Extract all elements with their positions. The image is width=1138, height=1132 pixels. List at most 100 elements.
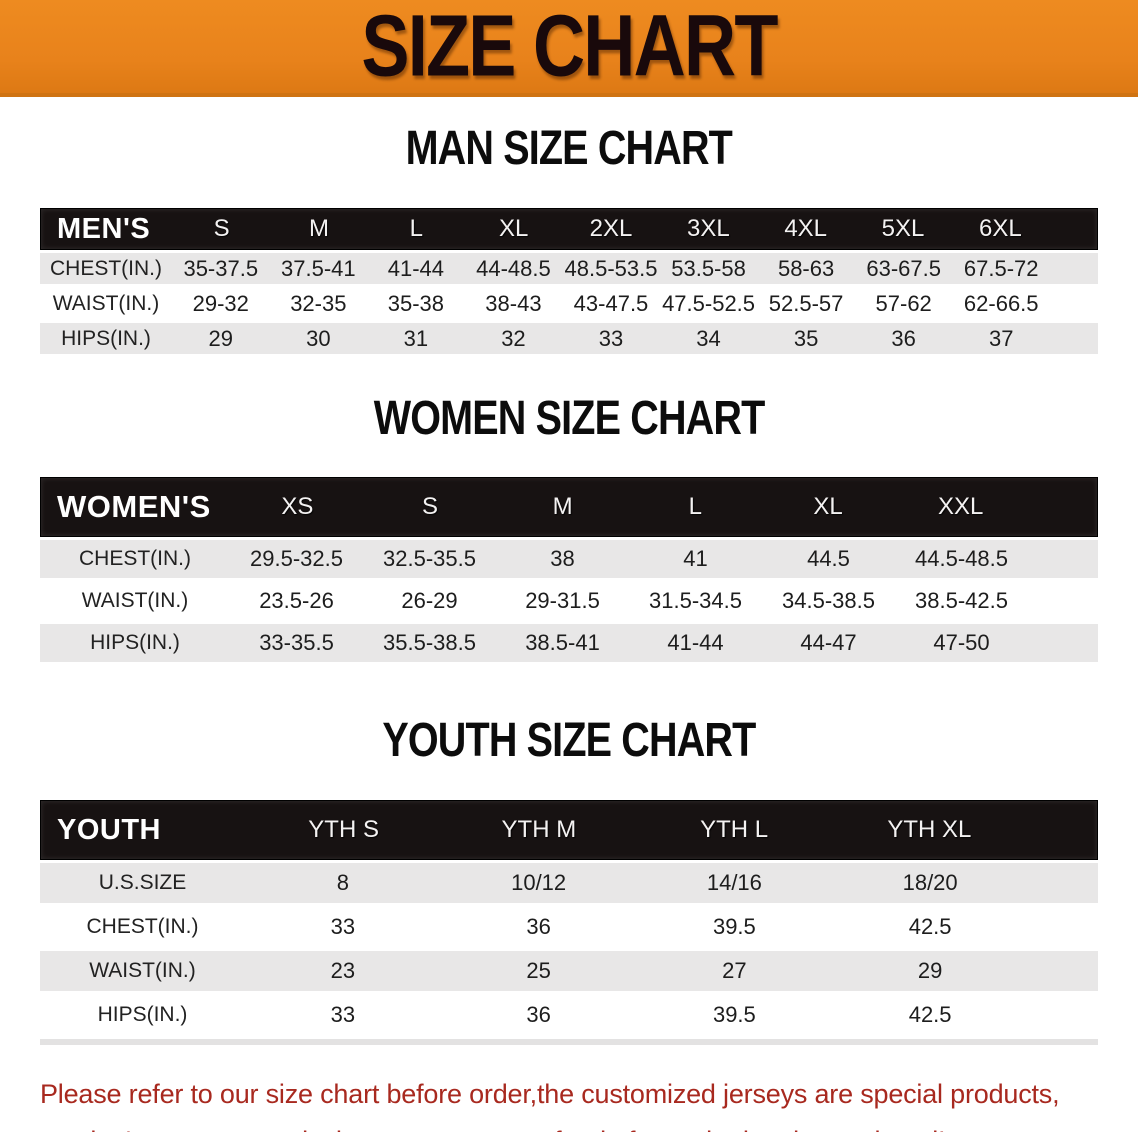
youth-table-body: U.S.SIZE 8 10/12 14/16 18/20 CHEST(IN.) 33 36 39… <box>40 863 1098 1045</box>
size-value-cell: 33-35.5 <box>259 630 334 655</box>
size-value-cell: 44-48.5 <box>476 255 551 281</box>
men-size-section: MAN SIZE CHART MEN'S S M L XL 2XL 3XL 4XL 5XL 6X… <box>0 123 1138 354</box>
size-value-cell: 36 <box>526 914 551 939</box>
size-column-header: 4XL <box>784 215 828 242</box>
size-value-cell: 29 <box>917 958 943 983</box>
row-label: HIPS(IN.) <box>97 1003 188 1026</box>
size-value-cell: 8 <box>336 870 349 895</box>
size-value-cell: 38 <box>550 546 575 571</box>
size-value-cell: 38.5-42.5 <box>915 588 1008 613</box>
women-size-section: WOMEN SIZE CHART WOMEN'S XS S M L XL XXL CHES… <box>0 393 1138 662</box>
size-value-cell: 26-29 <box>401 588 458 613</box>
size-value-cell: 35.5-38.5 <box>383 630 476 655</box>
row-label: U.S.SIZE <box>98 871 187 894</box>
size-column-header: 3XL <box>686 215 730 242</box>
size-value-cell: 67.5-72 <box>963 255 1039 281</box>
size-column-header: XL <box>813 493 843 520</box>
size-value-cell: 62-66.5 <box>963 290 1039 316</box>
size-value-cell: 32-35 <box>290 290 347 316</box>
size-value-cell: 41 <box>683 546 708 571</box>
size-value-cell: 33 <box>330 914 356 939</box>
size-value-cell: 44-47 <box>800 630 857 655</box>
size-value-cell: 34.5-38.5 <box>782 588 875 613</box>
table-row: CHEST(IN.) 35-37.5 37.5-41 41-44 44-48.5 48.5… <box>40 253 1098 284</box>
size-value-cell: 41-44 <box>667 630 724 655</box>
size-column-header: XS <box>281 493 314 520</box>
size-value-cell: 48.5-53.5 <box>564 255 658 281</box>
youth-size-section: YOUTH SIZE CHART YOUTH YTH S YTH M YTH L YT… <box>0 711 1138 1045</box>
row-label: WAIST(IN.) <box>89 959 196 982</box>
women-table-body: CHEST(IN.) 29.5-32.5 32.5-35.5 38 41 44.5 44.5… <box>40 540 1098 662</box>
table-row: WAIST(IN.) 23 25 27 29 <box>40 951 1098 991</box>
size-column-header: L <box>688 493 702 520</box>
size-value-cell: 32 <box>501 325 526 351</box>
row-label: CHEST(IN.) <box>86 915 199 938</box>
size-value-cell: 33 <box>330 1002 356 1027</box>
size-value-cell: 41-44 <box>387 255 445 281</box>
disclaimer: Please refer to our size chart before or… <box>40 1071 1138 1132</box>
size-column-header: 6XL <box>978 215 1022 242</box>
size-value-cell: 29.5-32.5 <box>250 546 343 571</box>
men-table-body: CHEST(IN.) 35-37.5 37.5-41 41-44 44-48.5 48.5… <box>40 253 1098 354</box>
size-value-cell: 30 <box>306 325 331 351</box>
table-row: WAIST(IN.) 23.5-26 26-29 29-31.5 31.5-34.5 34… <box>40 582 1098 620</box>
youth-section-heading: YOUTH SIZE CHART <box>0 711 1138 774</box>
size-value-cell: 35-38 <box>387 290 445 316</box>
size-value-cell: 10/12 <box>511 870 567 895</box>
row-label: WAIST(IN.) <box>52 291 160 315</box>
size-value-cell: 35-37.5 <box>183 255 259 281</box>
women-table-header-bar: WOMEN'S XS S M L XL XXL <box>40 477 1098 537</box>
size-value-cell: 53.5-58 <box>671 255 746 281</box>
size-value-cell: 39.5 <box>712 1002 756 1027</box>
women-size-table: WOMEN'S XS S M L XL XXL CHEST(IN.) 29.5-32.5 32… <box>40 477 1098 662</box>
size-value-cell: 37.5-41 <box>281 255 356 281</box>
size-value-cell: 47.5-52.5 <box>662 290 756 316</box>
banner-title: SIZE CHART <box>361 0 778 95</box>
size-column-header: XL <box>498 215 529 242</box>
size-value-cell: 14/16 <box>706 870 762 895</box>
youth-section-heading-text: YOUTH SIZE CHART <box>382 711 756 767</box>
men-group-label: MEN'S <box>57 212 151 245</box>
size-value-cell: 42.5 <box>908 1002 952 1027</box>
size-column-header: YTH XL <box>887 816 972 843</box>
size-value-cell: 58-63 <box>777 255 835 281</box>
women-section-heading: WOMEN SIZE CHART <box>0 393 1138 452</box>
disclaimer-line-2: we don't accept cancel, change, teturn o… <box>40 1118 1138 1132</box>
youth-table-header-bar: YOUTH YTH S YTH M YTH L YTH XL <box>40 800 1098 860</box>
table-row: CHEST(IN.) 29.5-32.5 32.5-35.5 38 41 44.5 44.5… <box>40 540 1098 578</box>
row-label: HIPS(IN.) <box>90 631 180 654</box>
size-value-cell: 38.5-41 <box>525 630 600 655</box>
size-value-cell: 29 <box>208 325 234 351</box>
women-group-label: WOMEN'S <box>57 489 211 524</box>
size-value-cell: 23 <box>330 958 356 983</box>
size-column-header: YTH M <box>501 816 577 843</box>
size-column-header: 5XL <box>881 215 925 242</box>
size-value-cell: 38-43 <box>485 290 542 316</box>
table-row: HIPS(IN.) 33-35.5 35.5-38.5 38.5-41 41-44 44-… <box>40 624 1098 662</box>
size-value-cell: 47-50 <box>933 630 990 655</box>
row-label: CHEST(IN.) <box>50 256 162 280</box>
youth-group-label: YOUTH <box>57 813 161 846</box>
size-value-cell: 31 <box>403 325 429 351</box>
youth-size-table: YOUTH YTH S YTH M YTH L YTH XL U.S.SIZE 8 10/… <box>40 800 1098 1045</box>
table-row: CHEST(IN.) 33 36 39.5 42.5 <box>40 907 1098 947</box>
row-label: WAIST(IN.) <box>81 589 189 612</box>
size-value-cell: 36 <box>526 1002 551 1027</box>
size-column-header: M <box>552 493 573 520</box>
size-value-cell: 25 <box>526 958 551 983</box>
table-row: U.S.SIZE 8 10/12 14/16 18/20 <box>40 863 1098 903</box>
size-value-cell: 27 <box>722 958 747 983</box>
size-value-cell: 43-47.5 <box>573 290 649 316</box>
size-value-cell: 39.5 <box>712 914 756 939</box>
size-value-cell: 44.5 <box>807 546 850 571</box>
men-size-table: MEN'S S M L XL 2XL 3XL 4XL 5XL 6XL CHEST(IN.) 35-… <box>40 208 1098 354</box>
men-table-header-bar: MEN'S S M L XL 2XL 3XL 4XL 5XL 6XL <box>40 208 1098 250</box>
table-row: HIPS(IN.) 29 30 31 32 33 34 35 36 37 <box>40 323 1098 354</box>
size-value-cell: 37 <box>988 325 1014 351</box>
size-value-cell: 57-62 <box>875 290 932 316</box>
size-value-cell: 23.5-26 <box>259 588 334 613</box>
size-column-header: L <box>409 215 423 242</box>
size-value-cell: 35 <box>793 325 819 351</box>
size-column-header: S <box>213 215 230 242</box>
size-value-cell: 52.5-57 <box>768 290 844 316</box>
